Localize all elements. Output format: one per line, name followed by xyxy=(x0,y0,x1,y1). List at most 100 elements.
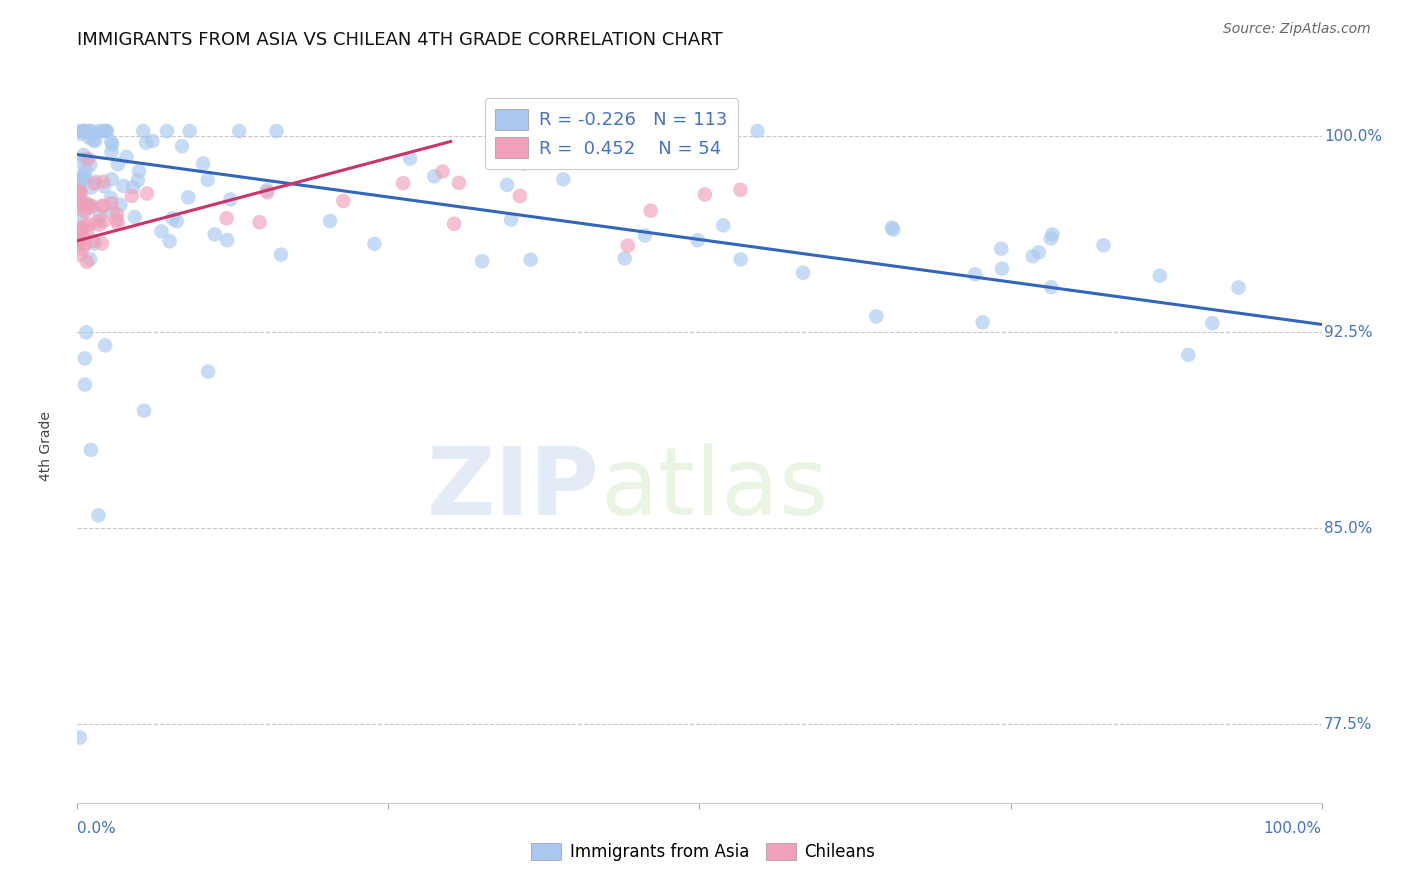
Point xyxy=(471,254,494,268)
Point xyxy=(67,195,90,210)
Point xyxy=(747,124,769,138)
Point xyxy=(67,233,90,247)
Point xyxy=(93,179,115,194)
Point xyxy=(69,183,91,197)
Point xyxy=(162,211,184,226)
Text: 100.0%: 100.0% xyxy=(1264,821,1322,836)
Point xyxy=(69,127,91,141)
Point xyxy=(72,124,94,138)
Point xyxy=(249,215,271,229)
Point xyxy=(1201,316,1223,330)
Point xyxy=(177,190,200,204)
Point xyxy=(107,157,129,171)
Point xyxy=(170,139,193,153)
Point xyxy=(76,223,98,237)
Point xyxy=(519,252,541,267)
Point xyxy=(67,236,90,251)
Point xyxy=(128,164,150,178)
Point xyxy=(204,227,226,242)
Point xyxy=(83,236,105,251)
Point xyxy=(447,176,470,190)
Point xyxy=(80,442,103,457)
Point xyxy=(69,155,91,169)
Point xyxy=(76,254,98,268)
Point xyxy=(79,124,101,138)
Text: 77.5%: 77.5% xyxy=(1324,717,1372,731)
Point xyxy=(91,124,114,138)
Point xyxy=(76,197,98,211)
Point xyxy=(75,326,97,340)
Point xyxy=(73,169,96,183)
Point xyxy=(1092,238,1115,252)
Point xyxy=(882,222,904,236)
Point xyxy=(83,177,105,191)
Point xyxy=(72,242,94,256)
Point xyxy=(69,223,91,237)
Point xyxy=(112,178,135,193)
Point xyxy=(69,174,91,188)
Point xyxy=(69,248,91,262)
Point xyxy=(101,137,124,152)
Point xyxy=(136,186,159,201)
Point xyxy=(256,183,278,197)
Point xyxy=(80,180,103,194)
Point xyxy=(135,136,157,150)
Point xyxy=(686,233,709,247)
Point xyxy=(423,169,446,184)
Point xyxy=(332,194,354,208)
Point xyxy=(141,134,163,148)
Point xyxy=(197,364,219,378)
Point xyxy=(69,170,91,185)
Point xyxy=(101,204,124,219)
Point xyxy=(67,226,90,240)
Legend: R = -0.226   N = 113, R =  0.452    N = 54: R = -0.226 N = 113, R = 0.452 N = 54 xyxy=(485,98,738,169)
Point xyxy=(72,229,94,244)
Point xyxy=(110,198,132,212)
Point xyxy=(319,214,342,228)
Point xyxy=(256,186,278,200)
Text: ZIP: ZIP xyxy=(427,442,600,535)
Point xyxy=(100,135,122,149)
Point xyxy=(80,124,103,138)
Text: IMMIGRANTS FROM ASIA VS CHILEAN 4TH GRADE CORRELATION CHART: IMMIGRANTS FROM ASIA VS CHILEAN 4TH GRAD… xyxy=(77,31,723,49)
Point xyxy=(83,133,105,147)
Point xyxy=(1177,348,1199,362)
Point xyxy=(77,131,100,145)
Point xyxy=(1021,249,1043,263)
Point xyxy=(75,152,97,166)
Point xyxy=(166,214,188,228)
Point xyxy=(87,124,110,138)
Point xyxy=(509,189,531,203)
Point xyxy=(69,124,91,138)
Point xyxy=(89,209,111,223)
Point xyxy=(972,315,994,329)
Point xyxy=(70,210,93,224)
Point xyxy=(94,338,117,352)
Point xyxy=(179,124,201,138)
Point xyxy=(82,234,104,248)
Point xyxy=(270,247,292,261)
Point xyxy=(87,508,110,523)
Point xyxy=(77,152,100,166)
Point xyxy=(84,175,107,189)
Text: 100.0%: 100.0% xyxy=(1324,128,1382,144)
Point xyxy=(100,191,122,205)
Point xyxy=(219,193,242,207)
Point xyxy=(79,158,101,172)
Point xyxy=(122,180,145,194)
Point xyxy=(730,252,752,267)
Point xyxy=(105,213,128,227)
Point xyxy=(553,172,575,186)
Point xyxy=(91,200,114,214)
Point xyxy=(79,252,101,267)
Point xyxy=(1040,280,1063,294)
Point xyxy=(73,377,96,392)
Point xyxy=(67,184,90,198)
Point xyxy=(72,171,94,186)
Point xyxy=(124,210,146,224)
Point xyxy=(79,218,101,232)
Text: 0.0%: 0.0% xyxy=(77,821,117,836)
Point xyxy=(197,173,219,187)
Point xyxy=(93,214,115,228)
Point xyxy=(443,217,465,231)
